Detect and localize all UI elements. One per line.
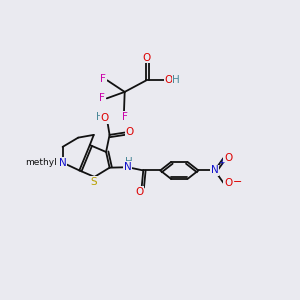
Text: F: F (122, 112, 128, 122)
Text: H: H (125, 157, 133, 167)
Text: F: F (99, 93, 105, 103)
Text: H: H (96, 112, 104, 122)
Text: S: S (91, 177, 97, 187)
Text: +: + (219, 158, 225, 167)
Text: O: O (126, 127, 134, 137)
Text: methyl: methyl (25, 158, 57, 167)
Text: N: N (59, 158, 67, 168)
Text: F: F (100, 74, 106, 83)
Text: N: N (211, 165, 218, 176)
Text: O: O (101, 113, 109, 123)
Text: N: N (124, 162, 132, 172)
Text: O: O (224, 152, 232, 163)
Text: −: − (233, 176, 243, 187)
Text: O: O (142, 53, 150, 63)
Text: O: O (165, 75, 173, 85)
Text: O: O (135, 187, 143, 197)
Text: O: O (224, 178, 232, 188)
Text: H: H (172, 75, 180, 85)
